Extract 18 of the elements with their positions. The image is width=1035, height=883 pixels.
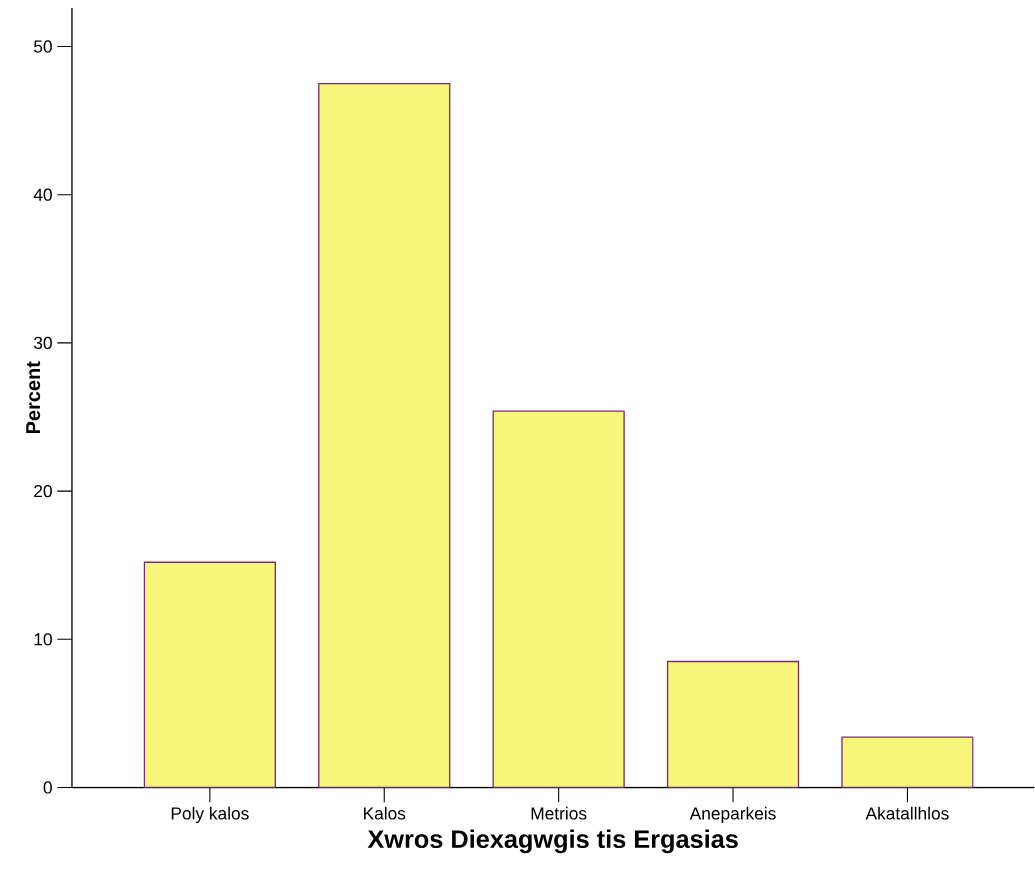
y-tick-label: 10 [34, 632, 52, 646]
x-tick-label: Metrios [531, 806, 587, 820]
y-tick-label: 50 [34, 40, 52, 53]
x-tick-label: Poly kalos [171, 806, 249, 823]
y-tick-label: 20 [34, 484, 52, 498]
bar [841, 736, 974, 788]
y-tick-label: 0 [43, 781, 52, 794]
y-tick-label: 30 [33, 336, 52, 349]
x-tick-label: Akatallhlos [865, 806, 949, 820]
x-tick-label: Aneparkeis [689, 806, 776, 823]
bar [318, 82, 451, 788]
bar [666, 660, 800, 788]
y-axis-title: Percent [26, 361, 41, 433]
bar [492, 410, 625, 788]
y-tick-label: 40 [33, 188, 52, 201]
x-axis-title: Xwros Diexagwgis tis Ergasias [367, 829, 738, 853]
x-tick-label: Kalos [364, 806, 406, 820]
bar [143, 561, 276, 788]
